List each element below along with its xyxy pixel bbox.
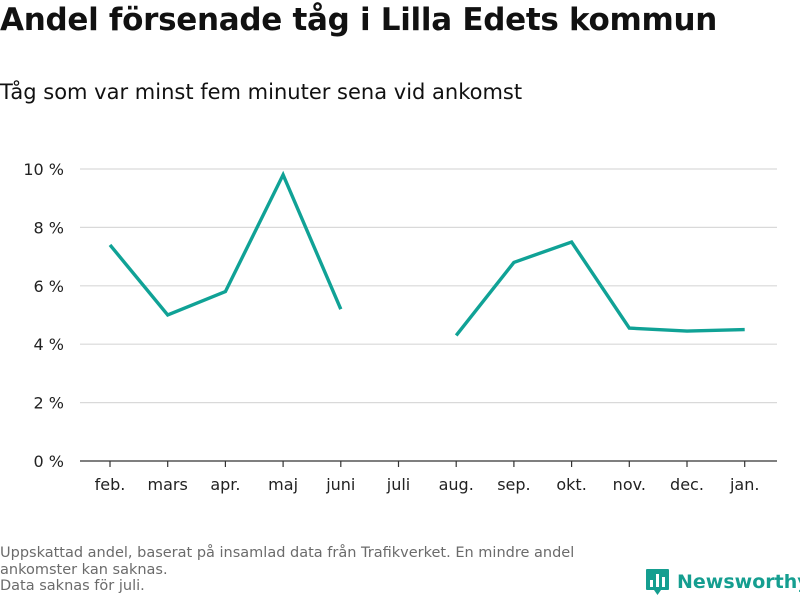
x-axis: [80, 460, 777, 467]
x-tick-label: dec.: [670, 475, 704, 494]
footnote-missing-data: Data saknas för juli.: [0, 578, 145, 594]
y-tick-label: 8 %: [34, 218, 64, 237]
x-tick-label: maj: [268, 475, 298, 494]
x-tick-label: sep.: [497, 475, 530, 494]
x-tick-label: mars: [148, 475, 188, 494]
y-tick-label: 10 %: [23, 160, 64, 179]
x-tick-label: feb.: [95, 475, 126, 494]
chart-subtitle: Tåg som var minst fem minuter sena vid a…: [0, 80, 523, 104]
series-line: [454, 239, 745, 337]
series-lines: [108, 170, 745, 337]
x-tick-label: juli: [386, 475, 410, 494]
brand-name: Newsworthy: [677, 571, 800, 593]
y-tick-label: 2 %: [34, 394, 64, 413]
y-tick-label: 6 %: [34, 277, 64, 296]
y-tick-label: 0 %: [34, 452, 64, 471]
line-chart: 0 % 2 % 4 % 6 % 8 % 10 % feb. mars apr. maj juni j…: [23, 160, 777, 494]
y-tick-label: 4 %: [34, 335, 64, 354]
footnote: Uppskattad andel, baserat på insamlad da…: [0, 545, 630, 595]
x-tick-label: nov.: [613, 475, 646, 494]
x-axis-labels: feb. mars apr. maj juni juli aug. sep. okt. nov. d…: [95, 475, 760, 494]
brand-logo: Newsworthy: [645, 568, 800, 596]
footnote-method: Uppskattad andel, baserat på insamlad da…: [0, 545, 575, 578]
x-tick-label: juni: [325, 475, 355, 494]
y-axis-labels: 0 % 2 % 4 % 6 % 8 % 10 %: [23, 160, 64, 471]
chart-title: Andel försenade tåg i Lilla Edets kommun: [0, 2, 717, 38]
x-tick-label: apr.: [210, 475, 240, 494]
bar-chart-logo-icon: [646, 569, 669, 595]
series-line: [108, 170, 343, 318]
x-tick-label: aug.: [439, 475, 474, 494]
x-tick-label: okt.: [556, 475, 586, 494]
gridlines: [80, 168, 777, 404]
x-tick-label: jan.: [729, 475, 759, 494]
